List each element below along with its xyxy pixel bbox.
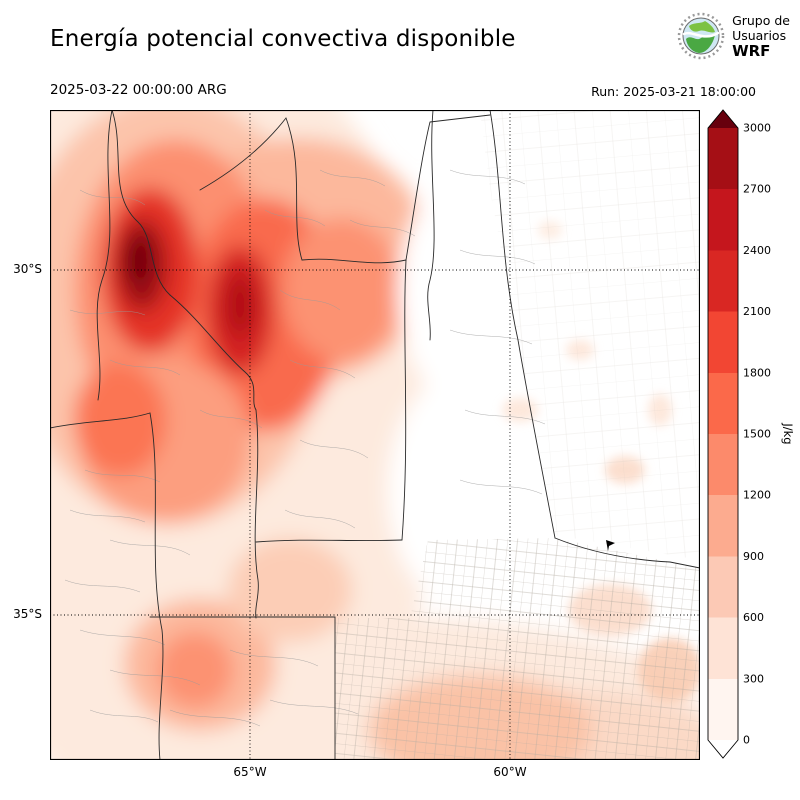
svg-text:1800: 1800 xyxy=(743,366,771,379)
colorbar-segments xyxy=(708,110,738,758)
city-marker xyxy=(606,540,615,551)
logo-text: Grupo de Usuarios WRF xyxy=(732,13,790,60)
lon-tick-60w: 60°W xyxy=(493,765,527,779)
colorbar: 3000 2700 2400 2100 1800 1500 1200 900 6… xyxy=(702,108,798,772)
colorbar-over-arrow xyxy=(708,110,738,128)
page-title: Energía potencial convectiva disponible xyxy=(50,26,516,52)
svg-text:2700: 2700 xyxy=(743,183,771,196)
map-border xyxy=(49,109,701,761)
logo-line-3: WRF xyxy=(732,41,771,60)
colorbar-outline xyxy=(707,109,739,759)
svg-text:2400: 2400 xyxy=(743,244,771,257)
department-boundaries xyxy=(64,169,546,727)
valid-time-label: 2025-03-22 00:00:00 ARG xyxy=(50,82,227,98)
logo-line-2: Usuarios xyxy=(732,27,787,43)
svg-text:0: 0 xyxy=(743,734,750,747)
buenos-aires-department-mesh xyxy=(335,538,700,760)
logo-line-1: Grupo de xyxy=(732,12,790,28)
svg-text:1500: 1500 xyxy=(743,428,771,441)
cape-map xyxy=(0,30,742,800)
svg-text:1200: 1200 xyxy=(743,489,771,502)
map-panel xyxy=(0,30,742,800)
province-boundaries xyxy=(49,109,701,761)
svg-text:3000: 3000 xyxy=(743,122,771,135)
colorbar-svg: 3000 2700 2400 2100 1800 1500 1200 900 6… xyxy=(707,109,795,759)
colorbar-under-arrow xyxy=(708,740,738,758)
lat-tick-30s: 30°S xyxy=(13,262,42,276)
lat-tick-35s: 35°S xyxy=(13,607,42,621)
wrf-logo: Grupo de Usuarios WRF xyxy=(677,12,790,60)
svg-text:2100: 2100 xyxy=(743,305,771,318)
colorbar-unit-label: J/kg xyxy=(781,422,795,444)
svg-text:600: 600 xyxy=(743,611,764,624)
svg-text:900: 900 xyxy=(743,550,764,563)
globe-icon xyxy=(677,12,725,60)
northeast-department-mesh xyxy=(406,110,700,560)
lon-tick-65w: 65°W xyxy=(233,765,267,779)
svg-text:300: 300 xyxy=(743,672,764,685)
colorbar-tick-labels: 3000 2700 2400 2100 1800 1500 1200 900 6… xyxy=(743,122,771,747)
run-time-label: Run: 2025-03-21 18:00:00 xyxy=(591,84,756,99)
